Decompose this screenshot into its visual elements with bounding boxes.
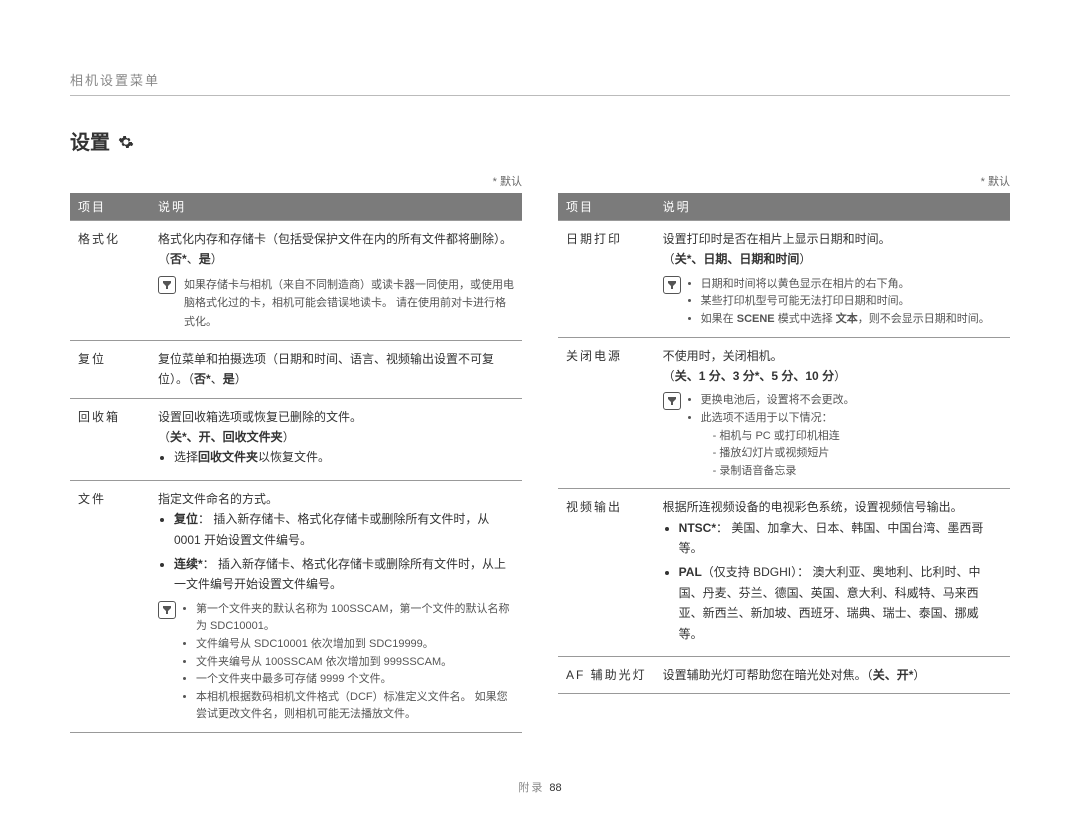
- divider: [70, 95, 1010, 96]
- default-marker: * 默认: [558, 173, 1010, 189]
- row-af-desc: 设置辅助光灯可帮助您在暗光处对焦。（关、开*）: [655, 657, 1010, 694]
- th-item: 项目: [70, 193, 150, 221]
- note-text: 文件夹编号从 100SSCAM 依次增加到 999SSCAM。: [196, 654, 514, 672]
- page-number: 88: [549, 782, 561, 794]
- note-text: 第一个文件夹的默认名称为 100SSCAM，第一个文件的默认名称为 SDC100…: [196, 601, 514, 636]
- th-desc: 说明: [655, 193, 1010, 221]
- row-dateprint-desc: 设置打印时是否在相片上显示日期和时间。 （关*、日期、日期和时间） 日期和时间将…: [655, 221, 1010, 338]
- row-video-desc: 根据所连视频设备的电视彩色系统，设置视频信号输出。 NTSC*： 美国、加拿大、…: [655, 489, 1010, 657]
- table-row: 格式化 格式化内存和存储卡（包括受保护文件在内的所有文件都将删除）。（否*、是）…: [70, 221, 522, 341]
- footer-section: 附录: [518, 782, 544, 794]
- note-icon: [663, 392, 681, 410]
- note-text: 某些打印机型号可能无法打印日期和时间。: [701, 293, 1002, 311]
- note-text: 文件编号从 SDC10001 依次增加到 SDC19999。: [196, 636, 514, 654]
- note-icon: [158, 601, 176, 619]
- note-icon: [663, 276, 681, 294]
- th-desc: 说明: [150, 193, 522, 221]
- page-title: 设置: [70, 126, 1010, 155]
- note-text: 此选项不适用于以下情况： 相机与 PC 或打印机相连 播放幻灯片或视频短片 录制…: [701, 410, 1002, 480]
- row-dateprint-label: 日期打印: [558, 221, 655, 338]
- settings-table-right: 项目 说明 日期打印 设置打印时是否在相片上显示日期和时间。 （关*、日期、日期…: [558, 193, 1010, 694]
- table-row: 回收箱 设置回收箱选项或恢复已删除的文件。 （关*、开、回收文件夹） 选择回收文…: [70, 398, 522, 480]
- th-item: 项目: [558, 193, 655, 221]
- table-row: AF 辅助光灯 设置辅助光灯可帮助您在暗光处对焦。（关、开*）: [558, 657, 1010, 694]
- row-power-desc: 不使用时，关闭相机。 （关、1 分、3 分*、5 分、10 分） 更换电池后，设…: [655, 337, 1010, 489]
- row-power-label: 关闭电源: [558, 337, 655, 489]
- row-file-desc: 指定文件命名的方式。 复位： 插入新存储卡、格式化存储卡或删除所有文件时，从 0…: [150, 480, 522, 732]
- table-row: 视频输出 根据所连视频设备的电视彩色系统，设置视频信号输出。 NTSC*： 美国…: [558, 489, 1010, 657]
- breadcrumb: 相机设置菜单: [70, 70, 1010, 89]
- note-icon: [158, 276, 176, 294]
- table-row: 关闭电源 不使用时，关闭相机。 （关、1 分、3 分*、5 分、10 分） 更换…: [558, 337, 1010, 489]
- left-column: * 默认 项目 说明 格式化 格式化内存和存储卡（包括受保护文件在内的所有文件都…: [70, 173, 522, 733]
- row-format-desc: 格式化内存和存储卡（包括受保护文件在内的所有文件都将删除）。（否*、是） 如果存…: [150, 221, 522, 341]
- table-row: 复位 复位菜单和拍摄选项（日期和时间、语言、视频输出设置不可复位）。（否*、是）: [70, 340, 522, 398]
- default-marker: * 默认: [70, 173, 522, 189]
- note-text: 本相机根据数码相机文件格式（DCF）标准定义文件名。 如果您尝试更改文件名，则相…: [196, 689, 514, 724]
- table-row: 文件 指定文件命名的方式。 复位： 插入新存储卡、格式化存储卡或删除所有文件时，…: [70, 480, 522, 732]
- note-text: 更换电池后，设置将不会更改。: [701, 392, 1002, 410]
- row-recycle-label: 回收箱: [70, 398, 150, 480]
- row-af-label: AF 辅助光灯: [558, 657, 655, 694]
- gear-icon: [118, 133, 134, 149]
- row-file-label: 文件: [70, 480, 150, 732]
- note-text: 一个文件夹中最多可存储 9999 个文件。: [196, 671, 514, 689]
- note-text: 如果存储卡与相机（来自不同制造商）或读卡器一同使用，或使用电脑格式化过的卡，相机…: [184, 276, 514, 332]
- row-recycle-desc: 设置回收箱选项或恢复已删除的文件。 （关*、开、回收文件夹） 选择回收文件夹以恢…: [150, 398, 522, 480]
- row-video-label: 视频输出: [558, 489, 655, 657]
- note-text: 日期和时间将以黄色显示在相片的右下角。: [701, 276, 1002, 294]
- title-text: 设置: [70, 126, 110, 155]
- right-column: * 默认 项目 说明 日期打印 设置打印时是否在相片上显示日期和时间。 （关*、…: [558, 173, 1010, 733]
- page-footer: 附录 88: [0, 779, 1080, 795]
- row-format-label: 格式化: [70, 221, 150, 341]
- settings-table-left: 项目 说明 格式化 格式化内存和存储卡（包括受保护文件在内的所有文件都将删除）。…: [70, 193, 522, 733]
- note-text: 如果在 SCENE 模式中选择 文本，则不会显示日期和时间。: [701, 311, 1002, 329]
- row-reset-label: 复位: [70, 340, 150, 398]
- table-row: 日期打印 设置打印时是否在相片上显示日期和时间。 （关*、日期、日期和时间） 日…: [558, 221, 1010, 338]
- row-reset-desc: 复位菜单和拍摄选项（日期和时间、语言、视频输出设置不可复位）。（否*、是）: [150, 340, 522, 398]
